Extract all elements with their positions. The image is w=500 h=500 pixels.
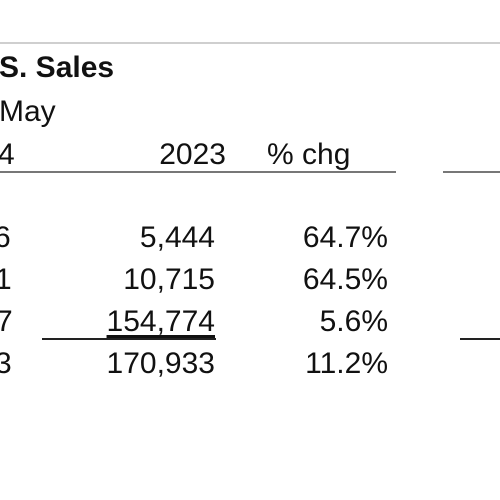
row-1-2023-value: 5,444 — [139, 221, 215, 254]
header-underline-right — [443, 171, 500, 173]
column-header-partial: 4 — [0, 138, 15, 171]
row-2-left-value: 1 — [0, 263, 12, 296]
header-underline-left — [0, 171, 396, 173]
row-1-left-value: 6 — [0, 221, 11, 254]
column-header-2023: 2023 — [159, 138, 226, 171]
month-label: May — [0, 95, 56, 128]
subtotal-rule-right — [460, 338, 500, 340]
row-3-pct-change: 5.6% — [319, 305, 388, 338]
top-divider — [0, 42, 500, 44]
row-1-pct-change: 64.7% — [302, 221, 388, 254]
column-header-pct-change: % chg — [267, 138, 351, 171]
row-2-pct-change: 64.5% — [302, 263, 388, 296]
row-3-left-value: 7 — [0, 305, 13, 338]
row-4-2023-value: 170,933 — [106, 347, 215, 380]
table-title: S. Sales — [0, 51, 115, 84]
row-2-2023-value: 10,715 — [123, 263, 215, 296]
row-4-left-value: 3 — [0, 347, 12, 380]
row-4-pct-change: 11.2% — [305, 347, 388, 380]
row-3-2023-value: 154,774 — [106, 305, 215, 338]
subtotal-rule-left — [42, 338, 216, 340]
